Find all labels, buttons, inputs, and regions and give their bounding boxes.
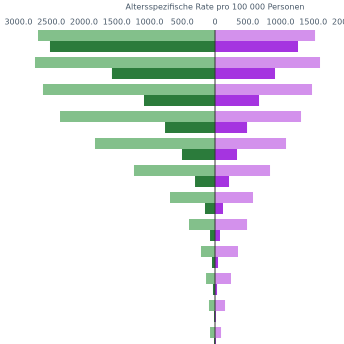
bar bbox=[215, 219, 248, 230]
bar bbox=[210, 327, 216, 338]
bar bbox=[60, 111, 216, 122]
x-tick-label: 1000.0 bbox=[135, 18, 163, 27]
bar bbox=[215, 230, 220, 241]
bar bbox=[215, 273, 231, 284]
bar bbox=[49, 41, 216, 52]
bar bbox=[215, 122, 248, 133]
bar bbox=[133, 165, 216, 176]
bar bbox=[215, 246, 239, 257]
bar bbox=[143, 95, 216, 106]
bar bbox=[195, 176, 216, 187]
bar bbox=[165, 122, 216, 133]
x-tick-label: 500.0 bbox=[171, 18, 194, 27]
x-tick-label: 0 bbox=[212, 18, 217, 27]
bar bbox=[215, 30, 316, 41]
bar bbox=[215, 192, 254, 203]
bar bbox=[215, 300, 226, 311]
x-tick-label: 1500.0 bbox=[299, 18, 327, 27]
bar bbox=[215, 57, 321, 68]
bar bbox=[215, 176, 230, 187]
bar bbox=[215, 327, 222, 338]
bar bbox=[34, 57, 216, 68]
chart-title: Altersspezifische Rate pro 100 000 Perso… bbox=[126, 3, 305, 12]
x-tick-label: 1500.0 bbox=[103, 18, 131, 27]
x-tick-label: 1000.0 bbox=[267, 18, 295, 27]
bar bbox=[215, 165, 271, 176]
bar bbox=[215, 41, 299, 52]
bar bbox=[215, 203, 224, 214]
x-tick-label: 500.0 bbox=[236, 18, 259, 27]
bar bbox=[200, 246, 216, 257]
bar bbox=[215, 257, 219, 268]
bar bbox=[212, 284, 216, 295]
bar bbox=[206, 273, 216, 284]
bar bbox=[111, 68, 216, 79]
bar bbox=[215, 138, 287, 149]
bar bbox=[42, 84, 216, 95]
x-tick-label: 2000.0 bbox=[332, 18, 344, 27]
bar bbox=[215, 284, 218, 295]
bar bbox=[215, 84, 313, 95]
bar bbox=[211, 257, 216, 268]
bar bbox=[204, 203, 216, 214]
bar bbox=[189, 219, 216, 230]
bar bbox=[215, 68, 276, 79]
x-tick-label: 3000.0 bbox=[4, 18, 32, 27]
bar bbox=[210, 230, 216, 241]
bar bbox=[215, 111, 302, 122]
bar bbox=[170, 192, 216, 203]
bar bbox=[94, 138, 216, 149]
x-tick-label: 2000.0 bbox=[70, 18, 98, 27]
bar bbox=[215, 149, 238, 160]
bar bbox=[208, 300, 216, 311]
bar bbox=[215, 95, 260, 106]
x-tick-label: 2500.0 bbox=[37, 18, 65, 27]
bar bbox=[181, 149, 216, 160]
bar bbox=[37, 30, 216, 41]
